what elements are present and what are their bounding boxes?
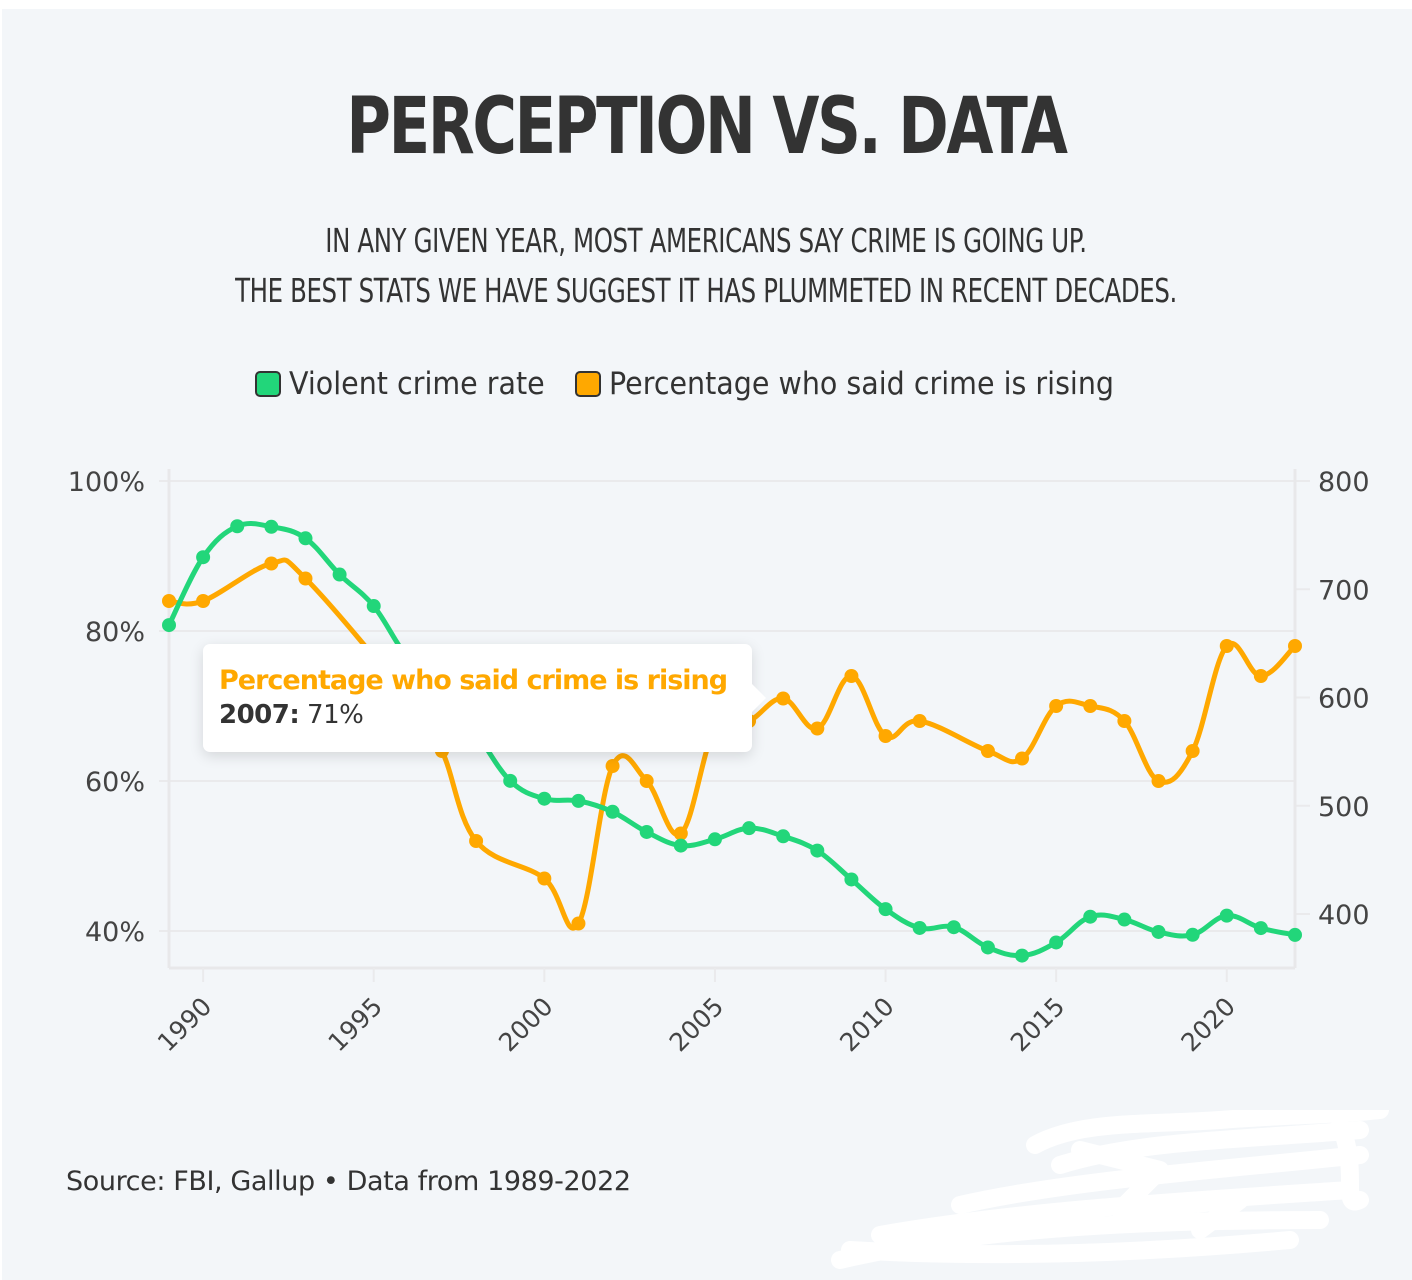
- perception-point-2021: [1253, 669, 1268, 683]
- violent-crime-point-2002: [605, 804, 620, 819]
- y-left-tick-label: 40%: [85, 917, 145, 948]
- violent-crime-point-2011: [912, 920, 927, 935]
- legend-item-perception[interactable]: Percentage who said crime is rising: [574, 366, 1158, 402]
- perception-point-1993: [298, 571, 313, 586]
- violent-crime-point-1993: [298, 531, 313, 546]
- violent-crime-point-2022: [1288, 927, 1302, 942]
- y-right-tick-label: 400: [1318, 900, 1370, 931]
- violent-crime-point-2010: [878, 902, 893, 917]
- redaction-scribble: [831, 1110, 1389, 1269]
- violent-crime-point-2000: [537, 791, 552, 806]
- violent-crime-point-1992: [264, 519, 279, 534]
- perception-point-2018: [1151, 774, 1166, 788]
- violent-crime-point-1999: [503, 773, 518, 788]
- x-tick-label: 2005: [664, 992, 729, 1057]
- y-left-tick-label: 80%: [85, 617, 145, 648]
- violent-crime-point-2015: [1049, 935, 1064, 950]
- x-tick-label: 2015: [1005, 992, 1070, 1057]
- violent-crime-point-2006: [742, 821, 757, 836]
- violent-crime-point-2021: [1253, 921, 1268, 936]
- violent-crime-point-2004: [673, 838, 688, 853]
- perception-point-2014: [1015, 751, 1030, 766]
- chart-title: PERCEPTION VS. DATA: [346, 82, 1068, 172]
- perception-point-2009: [844, 669, 859, 683]
- y-left-tick-label: 100%: [68, 467, 145, 498]
- legend: Violent crime rate Percentage who said c…: [0, 366, 1412, 402]
- violent-crime-point-2001: [571, 793, 586, 808]
- y-right-tick-label: 500: [1318, 792, 1370, 823]
- perception-point-2000: [537, 871, 552, 886]
- y-right-tick-label: 600: [1318, 684, 1370, 715]
- x-tick-label: 1995: [322, 992, 387, 1057]
- violent-crime-point-2020: [1219, 908, 1234, 923]
- x-tick-label: 1990: [152, 992, 217, 1057]
- perception-point-2002: [605, 759, 620, 773]
- violent-crime-point-1994: [332, 567, 347, 582]
- subtitle-line-2: THE BEST STATS WE HAVE SUGGEST IT HAS PL…: [235, 271, 1177, 310]
- violent-crime-point-2008: [810, 843, 825, 858]
- tooltip: Percentage who said crime is rising 2007…: [203, 644, 766, 752]
- violent-crime-point-2019: [1185, 927, 1200, 942]
- y-left-tick-label: 60%: [85, 767, 145, 798]
- legend-label: Percentage who said crime is rising: [608, 366, 1114, 402]
- perception-point-2016: [1083, 699, 1098, 713]
- tooltip-value: 71%: [307, 700, 364, 730]
- series-points: [162, 519, 1302, 963]
- tooltip-series-name: Percentage who said crime is rising: [219, 665, 728, 696]
- perception-point-2020: [1219, 639, 1234, 653]
- violent-crime-point-2003: [639, 824, 654, 839]
- perception-point-2008: [810, 721, 825, 736]
- y-right-tick-label: 700: [1318, 575, 1370, 606]
- violent-crime-point-2017: [1117, 912, 1132, 927]
- y-right-tick-label: 800: [1318, 467, 1370, 498]
- perception-point-2015: [1049, 699, 1064, 713]
- axes: 40% 60% 80% 100% 400 500 600 700 800 1990 1995 2000…: [68, 467, 1370, 1057]
- perception-point-2013: [980, 744, 995, 758]
- violent-crime-point-2018: [1151, 924, 1166, 939]
- legend-label: Violent crime rate: [288, 366, 545, 402]
- perception-point-2011: [912, 714, 927, 728]
- violent-crime-point-2012: [946, 920, 961, 935]
- perception-point-2017: [1117, 714, 1132, 728]
- perception-point-2010: [878, 729, 893, 743]
- perception-point-2004: [673, 826, 688, 841]
- perception-point-2019: [1185, 744, 1200, 758]
- perception-point-1989: [162, 594, 176, 608]
- violent-crime-point-1990: [196, 550, 211, 565]
- violent-crime-point-1995: [366, 599, 381, 614]
- violent-crime-point-2007: [776, 829, 791, 844]
- violent-crime-point-2013: [980, 940, 995, 955]
- violent-crime-point-2005: [707, 832, 722, 847]
- perception-point-1998: [469, 834, 484, 848]
- tooltip-year: 2007:: [219, 700, 300, 730]
- violent-crime-point-2014: [1015, 948, 1030, 963]
- perception-point-2003: [639, 774, 654, 788]
- gridlines: [159, 480, 1310, 932]
- violent-crime-point-2009: [844, 872, 859, 887]
- orange-square-swatch-icon: [574, 371, 601, 397]
- violent-crime-point-2016: [1083, 909, 1098, 924]
- x-tick-label: 2000: [493, 992, 558, 1057]
- x-tick-label: 2010: [834, 992, 899, 1057]
- source-note: Source: FBI, Gallup • Data from 1989-202…: [66, 1166, 631, 1197]
- perception-point-2001: [571, 916, 586, 931]
- x-tick-label: 2020: [1176, 992, 1241, 1057]
- perception-point-1992: [264, 556, 279, 571]
- green-square-swatch-icon: [254, 371, 281, 397]
- violent-crime-point-1991: [230, 519, 245, 534]
- violent-crime-point-1989: [162, 618, 176, 633]
- violent-crime-line: [166, 520, 1298, 959]
- perception-point-1990: [196, 594, 211, 608]
- legend-item-violent-crime[interactable]: Violent crime rate: [254, 366, 567, 402]
- perception-point-2022: [1288, 639, 1302, 653]
- tooltip-value-line: 2007: 71%: [219, 698, 736, 732]
- subtitle-line-1: IN ANY GIVEN YEAR, MOST AMERICANS SAY CR…: [325, 221, 1087, 260]
- perception-point-2007: [776, 691, 791, 706]
